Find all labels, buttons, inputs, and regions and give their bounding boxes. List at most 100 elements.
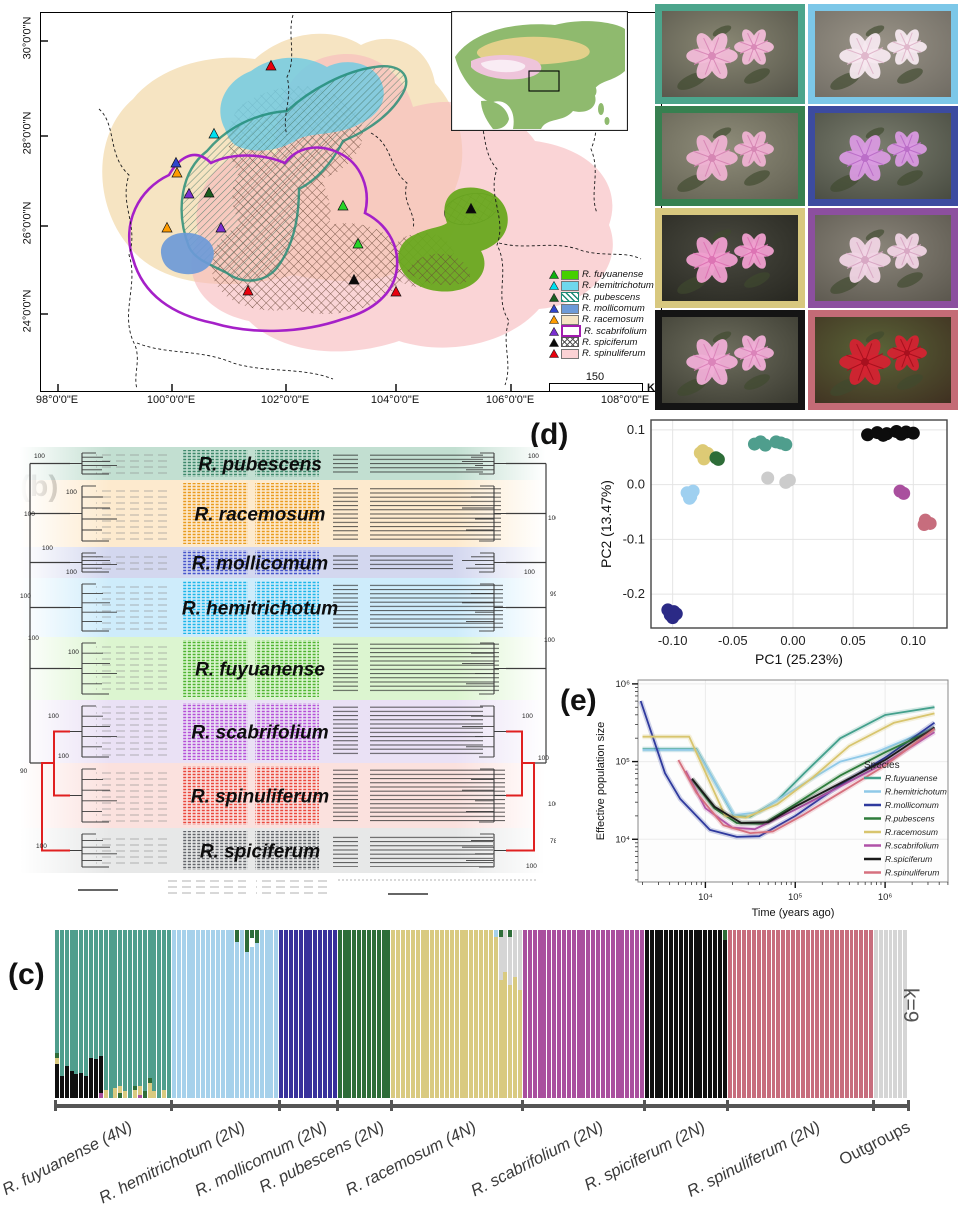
bootstrap-value: 100 [34,453,45,460]
admixture-bar [678,930,683,1098]
admixture-bar [654,930,659,1098]
admixture-bar [547,930,552,1098]
demo-x-axis-title: Time (years ago) [752,907,835,919]
tree-tip-branches [333,769,505,822]
admixture-segment [162,930,167,1090]
admixture-segment [893,930,898,1098]
admixture-bar [605,930,610,1098]
admixture-bar [747,930,752,1098]
admixture-segment [600,930,605,1098]
flower-photo-image [815,215,951,301]
admixture-bar [371,930,376,1098]
admixture-segment [752,930,756,1098]
admixture-bar [571,930,576,1098]
species-photo [655,208,805,308]
admixture-segment [630,930,635,1098]
legend-triangle-icon [549,315,559,325]
admixture-segment [513,977,518,1098]
admixture-segment [508,936,513,986]
flower-photo-image [662,113,798,199]
admixture-segment [586,930,591,1098]
red-clade-left [41,730,70,852]
admixture-bar [201,930,206,1098]
admixture-segment [888,930,893,1098]
admixture-segment [113,930,118,1088]
pca-point [711,452,725,466]
admixture-segment [557,930,562,1098]
admixture-bar [420,930,425,1098]
admixture-segment [93,1059,98,1098]
admixture-bar [347,930,352,1098]
range-mollicomum [160,232,214,275]
admixture-segment [659,930,664,1098]
tree-species-name: R. fuyuanense [195,660,325,681]
demo-legend-label: R.hemitrichotum [885,787,947,797]
tree-species-name: R. mollicomum [192,554,328,575]
admixture-bar [600,930,605,1098]
admixture-segment [576,930,581,1098]
demo-x-tick: 10⁴ [698,892,713,903]
admixture-bar [386,930,391,1098]
admixture-segment [249,930,254,939]
map-legend-row: R. fuyuanense [549,269,667,280]
admixture-segment [55,1052,59,1058]
pca-point [917,518,931,532]
admixture-segment [761,930,766,1098]
admixture-bar [108,930,113,1098]
admixture-segment [132,1086,137,1090]
admixture-segment [235,941,240,1098]
bootstrap-value: 100 [42,545,53,552]
admixture-bar [522,930,527,1098]
admixture-segment [830,930,834,1098]
admixture-segment [293,930,298,1098]
legend-swatch [561,280,579,291]
demo-legend-label: R.fuyuanense [885,773,938,783]
demo-legend-label: R.pubescens [885,814,935,824]
tree-tip-branches [333,706,483,757]
bootstrap-value: 100 [66,489,77,496]
bootstrap-value: 100 [544,637,555,644]
admixture-bar [98,930,103,1098]
admixture-segment [669,930,674,1098]
map-legend-row: R. spiciferum [549,337,667,348]
admixture-segment [844,930,849,1098]
tip-label-column [255,483,319,544]
admixture-bar [615,930,620,1098]
tree-species-name: R. spiciferum [200,842,320,863]
admixture-segment [98,1092,103,1098]
admixture-bar [586,930,591,1098]
pca-point [683,491,697,505]
legend-swatch [561,337,579,348]
admixture-bar [366,930,371,1098]
species-photo [655,310,805,410]
admixture-bar [576,930,581,1098]
admixture-group-tick [643,1100,647,1111]
admixture-bar [898,930,903,1098]
admixture-bar [69,930,74,1098]
bootstrap-value: 78 [550,838,556,845]
admixture-segment [366,930,371,1098]
admixture-bar [771,930,776,1098]
admixture-bar [859,930,864,1098]
admixture-bar [620,930,625,1098]
admixture-bar [64,930,69,1098]
admixture-segment [483,930,488,1098]
inset-overview-map [451,11,628,131]
admixture-segment [123,1091,128,1098]
bootstrap-value: 100 [36,843,47,850]
admixture-segment [55,930,59,1053]
admixture-bar [74,930,79,1098]
bootstrap-value: 100 [522,713,533,720]
admixture-segment [722,940,727,1098]
panel-d-label: (d) [530,418,569,451]
flower-photo-image [662,215,798,301]
range-pubescens [180,65,408,282]
admixture-bar [376,930,381,1098]
pca-point [669,607,683,621]
tip-label-column [255,640,319,697]
admixture-segment [610,930,615,1098]
admixture-segment [786,930,791,1098]
admixture-segment [678,930,683,1098]
admixture-segment [152,930,157,1092]
admixture-segment [108,930,113,1098]
